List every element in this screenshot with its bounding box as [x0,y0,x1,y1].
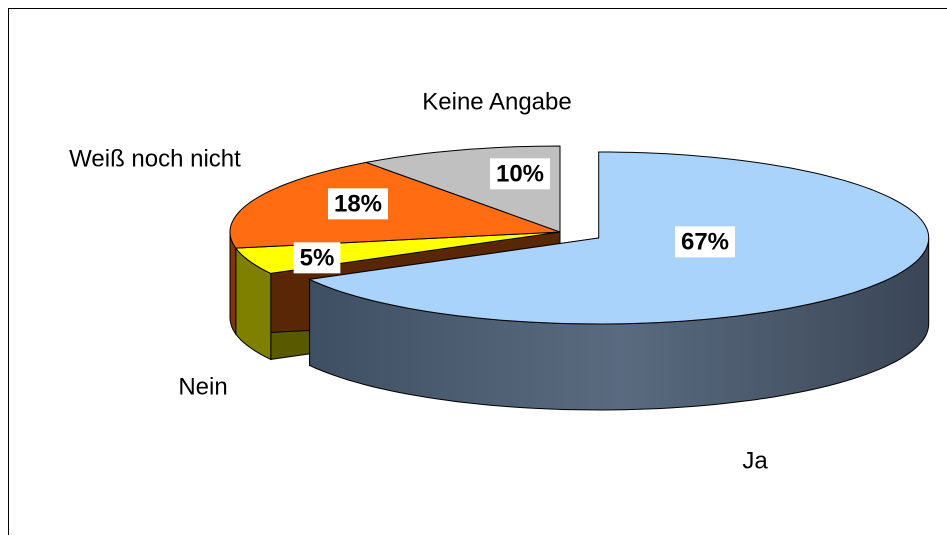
category-label: Nein [178,373,227,400]
category-label: Ja [742,447,768,474]
category-label: Keine Angabe [422,88,571,115]
value-label: 67% [681,228,729,255]
value-label: 18% [334,190,382,217]
value-label: 5% [300,244,335,271]
value-label: 10% [496,160,544,187]
category-label: Weiß noch nicht [69,145,241,172]
